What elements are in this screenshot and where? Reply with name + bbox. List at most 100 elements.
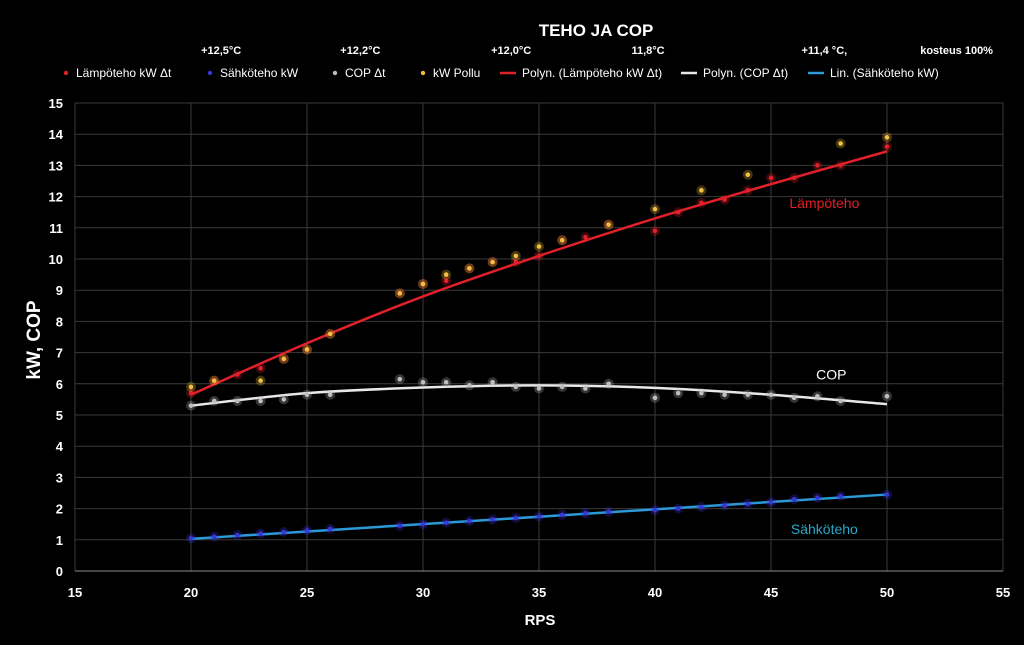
y-tick-label: 2 [56,502,63,517]
data-point [652,206,658,212]
series-annotation: Sähköteho [791,521,858,537]
data-point [467,383,472,388]
data-point [490,379,495,385]
data-point [652,228,658,234]
data-point [791,496,797,502]
data-point [211,534,217,539]
y-tick-label: 11 [49,221,63,236]
data-point [235,532,240,538]
data-point [838,141,843,146]
y-tick-label: 12 [49,190,63,205]
data-point [559,237,565,243]
data-point [583,234,588,240]
data-point [513,515,519,521]
data-point [722,197,727,203]
y-tick-label: 9 [56,283,63,298]
y-tick-label: 1 [56,533,63,548]
x-tick-label: 55 [996,585,1010,600]
data-point [281,529,287,535]
x-tick-label: 25 [300,585,314,600]
data-point [420,521,426,527]
data-point [443,520,449,525]
data-point [467,266,472,271]
data-point [583,386,588,391]
data-point [838,493,843,499]
data-point [722,503,727,508]
y-tick-label: 6 [56,377,63,392]
data-point [791,175,797,181]
data-point [397,376,403,382]
data-point [583,510,588,516]
data-point [884,393,890,399]
series-annotation: COP [816,366,846,382]
data-point [815,393,820,399]
data-point [513,253,519,259]
data-point [304,392,310,398]
data-point [188,535,194,541]
data-point [443,379,449,385]
data-point [884,135,890,140]
data-point [699,200,704,206]
data-point [536,514,542,519]
y-tick-label: 3 [56,470,63,485]
data-point [420,379,426,385]
legend-label: Polyn. (Lämpöteho kW Δt) [522,66,662,80]
y-tick-label: 10 [49,252,63,267]
x-axis-label: RPS [525,612,556,629]
data-point [327,526,333,532]
data-point [536,253,542,259]
data-point [791,395,797,401]
x-tick-label: 40 [648,585,662,600]
data-point [235,398,240,404]
y-tick-label: 14 [49,127,64,142]
temperature-label: kosteus 100% [920,45,993,57]
data-point [258,365,263,371]
chart-title: TEHO JA COP [539,21,654,40]
data-point [699,188,704,193]
data-point [304,347,310,352]
legend-label: Lämpöteho kW Δt [76,66,172,80]
data-point [815,495,820,500]
temperature-label: +12,0°C [491,45,531,57]
data-point [397,523,403,529]
temperature-label: +11,4 °C, [802,45,848,57]
annotations: Lämpöteho COP Sähköteho [789,195,859,537]
y-tick-label: 4 [56,439,64,454]
grid [74,102,1004,572]
data-point [536,386,542,391]
temperature-label: 11,8°C [631,45,664,57]
x-tick-label: 20 [184,585,198,600]
x-tick-label: 50 [880,585,894,600]
data-point [559,512,565,518]
data-point [675,390,681,396]
data-point [327,331,333,337]
data-point [327,392,333,398]
data-point [768,175,774,181]
data-point [513,259,519,265]
data-point [699,390,704,396]
y-tick-label: 13 [49,158,63,173]
data-point [838,398,843,404]
data-point [211,378,217,383]
temperature-label: +12,5°C [201,45,241,57]
legend-label: Polyn. (COP Δt) [703,66,788,80]
data-point [768,500,774,505]
data-point [768,392,774,398]
data-points [186,132,892,544]
temperature-label: +12,2°C [340,45,380,57]
legend-marker [207,70,213,76]
temperature-labels: +12,5°C +12,2°C +12,0°C 11,8°C +11,4 °C, kost… [201,45,993,57]
x-tick-label: 30 [416,585,430,600]
data-point [443,278,449,284]
data-point [606,222,611,227]
data-point [745,172,751,178]
data-point [606,381,611,387]
data-point [211,398,217,404]
data-point [652,395,658,401]
legend-label: Sähköteho kW [220,66,299,80]
data-point [188,403,194,408]
data-point [513,384,519,390]
legend-label: kW Pollu [433,66,480,80]
